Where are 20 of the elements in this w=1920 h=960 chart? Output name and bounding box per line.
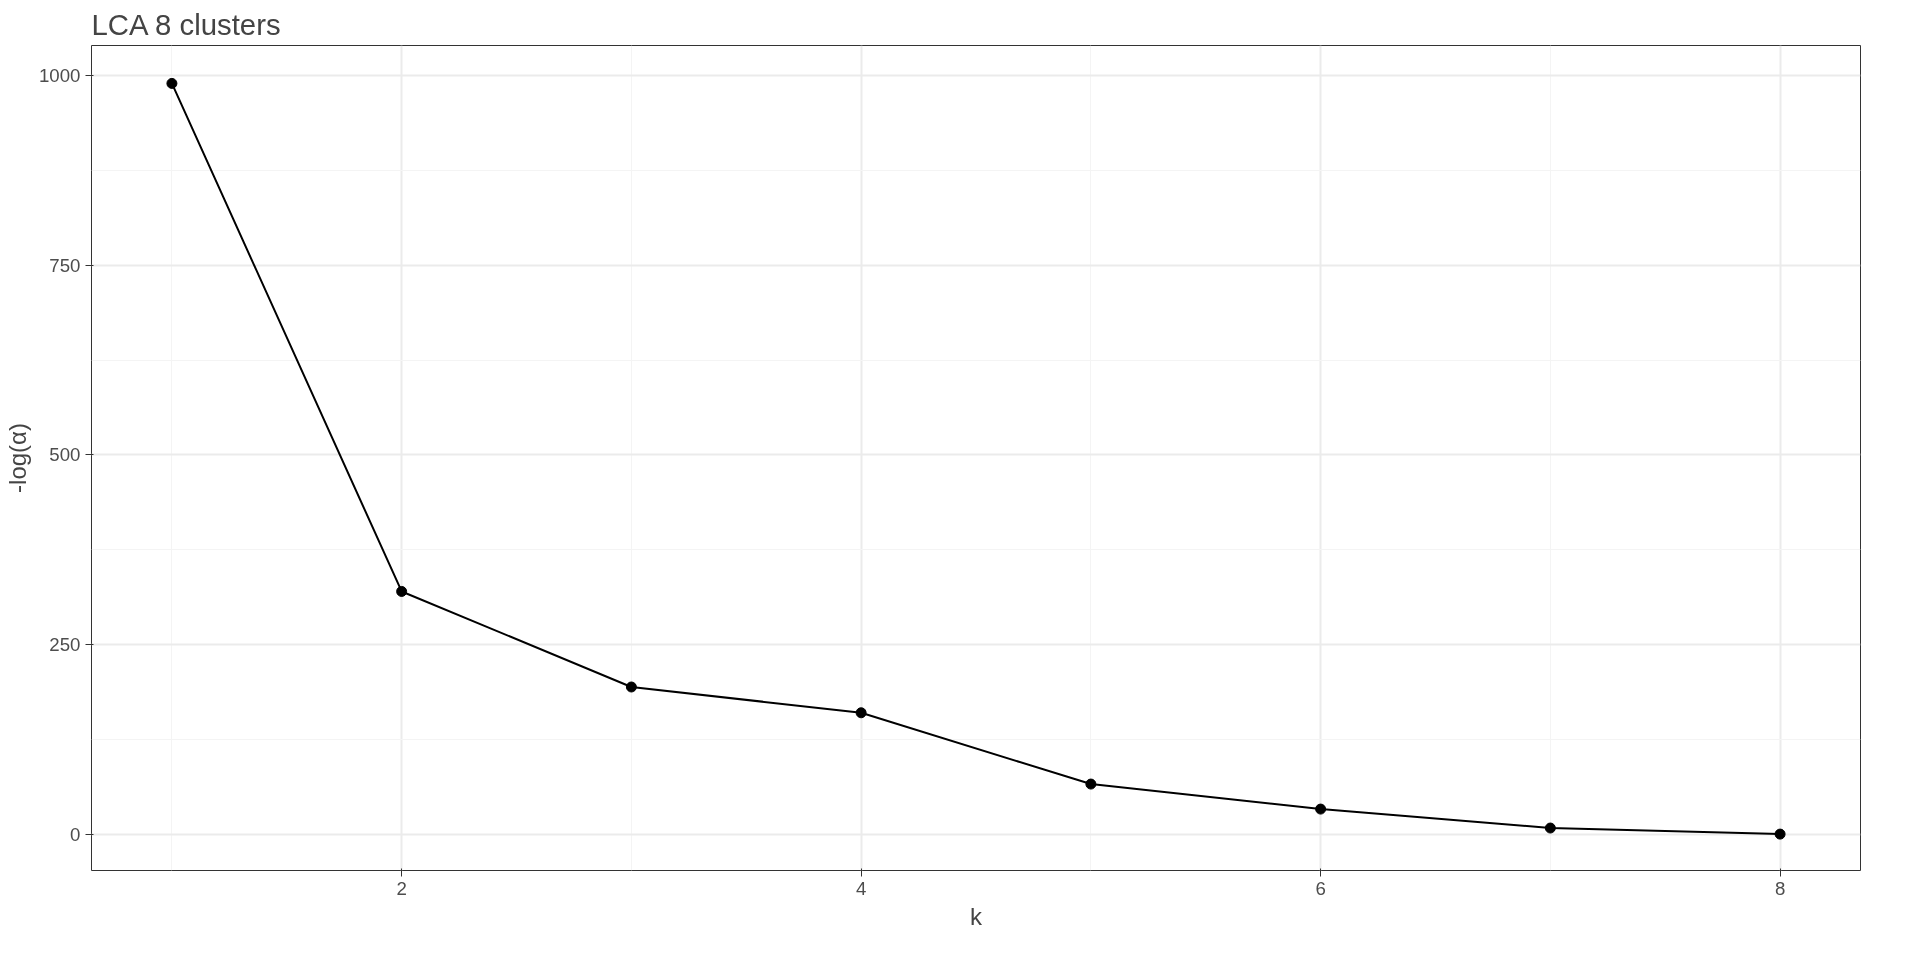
x-tick-label: 6 (1315, 877, 1326, 899)
point (1315, 803, 1327, 815)
x-axis-title: k (970, 902, 983, 930)
point (396, 585, 408, 597)
y-tick-label: 750 (49, 254, 81, 276)
y-tick-label: 1000 (39, 65, 81, 87)
x-tick-label: 2 (396, 877, 407, 899)
point (1544, 822, 1556, 834)
point (1774, 828, 1786, 840)
point (855, 707, 867, 719)
y-tick-label: 500 (49, 444, 81, 466)
point (166, 77, 178, 89)
x-tick-label: 4 (855, 877, 867, 899)
y-axis-title: -log(α) (4, 423, 31, 493)
point (625, 681, 637, 693)
chart-title: LCA 8 clusters (91, 7, 281, 41)
point (1085, 778, 1097, 790)
x-tick-label: 8 (1774, 877, 1786, 899)
y-tick-label: 250 (49, 634, 81, 656)
y-tick-label: 0 (70, 823, 81, 845)
